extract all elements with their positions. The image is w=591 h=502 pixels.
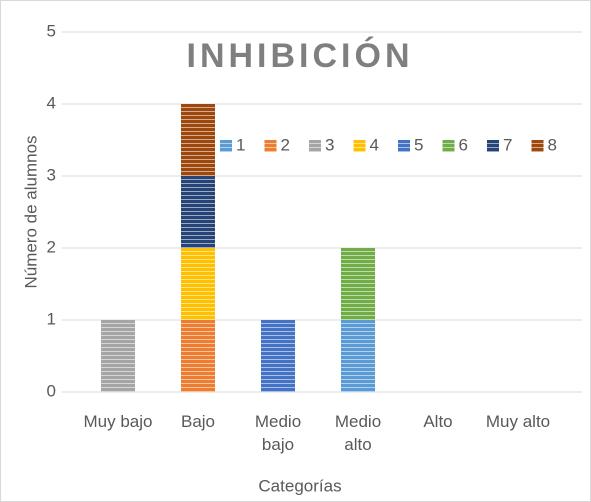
legend-swatch (398, 140, 410, 152)
x-tick-label: Alto (423, 412, 453, 431)
legend-swatch (309, 140, 321, 152)
x-tick-label: Medio bajo (254, 412, 302, 454)
legend-swatch (531, 140, 544, 152)
legend-label: 4 (370, 135, 379, 154)
bar-segment (341, 248, 375, 320)
bar-segment (261, 320, 295, 392)
legend-label: 5 (414, 135, 423, 154)
legend-label: 8 (548, 135, 557, 154)
chart-title: INHIBICIÓN (187, 37, 414, 75)
legend-swatch (264, 140, 277, 152)
bar-segment (341, 320, 375, 392)
bar-segment (101, 320, 135, 392)
y-tick-label: 1 (47, 309, 56, 328)
x-tick-label: Muy bajo (83, 412, 153, 431)
y-axis-title: Número de alumnos (21, 135, 40, 288)
y-tick-label: 4 (47, 93, 56, 112)
legend-label: 3 (325, 135, 334, 154)
legend-swatch (487, 140, 499, 152)
legend-swatch (442, 140, 455, 152)
legend-label: 2 (281, 135, 290, 154)
legend-label: 7 (503, 135, 512, 154)
x-tick-label: Medio alto (334, 412, 382, 454)
legend-swatch (353, 140, 366, 152)
x-tick-label: Bajo (180, 412, 216, 431)
y-tick-label: 5 (47, 21, 56, 40)
legend-swatch (220, 140, 232, 152)
x-axis-title: Categorías (258, 476, 341, 495)
y-tick-label: 2 (47, 237, 56, 256)
bar-segment (181, 176, 215, 248)
bar-segment (181, 104, 215, 176)
y-tick-label: 3 (47, 165, 56, 184)
legend-label: 1 (236, 135, 245, 154)
bar-segment (181, 320, 215, 392)
legend-label: 6 (459, 135, 468, 154)
bar-segment (181, 248, 215, 320)
y-tick-label: 0 (47, 381, 56, 400)
x-tick-label: Muy alto (485, 412, 551, 431)
